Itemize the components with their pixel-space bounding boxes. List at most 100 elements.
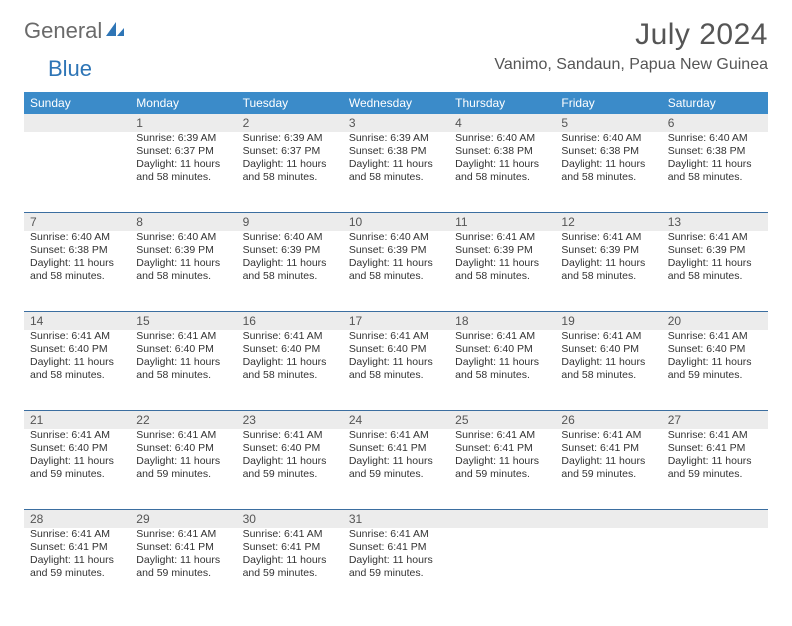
day-cell: Sunrise: 6:39 AMSunset: 6:37 PMDaylight:… bbox=[130, 132, 236, 212]
day-cell: Sunrise: 6:40 AMSunset: 6:39 PMDaylight:… bbox=[237, 231, 343, 311]
day-number: 27 bbox=[662, 411, 768, 429]
week-row: Sunrise: 6:39 AM Sunset: 6:37 PM Daylight:… bbox=[24, 132, 768, 212]
sunrise-line: Sunrise: 6:40 AM bbox=[243, 231, 337, 244]
day-cell bbox=[555, 528, 661, 608]
day-cell: Sunrise: 6:39 AMSunset: 6:37 PMDaylight:… bbox=[237, 132, 343, 212]
sunset-line: Sunset: 6:40 PM bbox=[668, 343, 762, 356]
sunrise-line: Sunrise: 6:41 AM bbox=[668, 429, 762, 442]
daylight-line: Daylight: 11 hours bbox=[455, 356, 549, 369]
sunset-line: Sunset: 6:39 PM bbox=[243, 244, 337, 257]
daylight-line: Daylight: 11 hours bbox=[668, 455, 762, 468]
day-cell: Sunrise: 6:40 AMSunset: 6:38 PMDaylight:… bbox=[662, 132, 768, 212]
day-cell: Sunrise: 6:41 AMSunset: 6:40 PMDaylight:… bbox=[343, 330, 449, 410]
sunset-line: Sunset: 6:38 PM bbox=[455, 145, 549, 158]
day-number: 8 bbox=[130, 213, 236, 231]
sunset-line: Sunset: 6:41 PM bbox=[349, 442, 443, 455]
sunrise-line: Sunrise: 6:41 AM bbox=[243, 528, 337, 541]
sunset-line: Sunset: 6:40 PM bbox=[455, 343, 549, 356]
daylight-line: and 58 minutes. bbox=[668, 270, 762, 283]
daylight-line: and 58 minutes. bbox=[561, 171, 655, 184]
day-cell: Sunrise: 6:39 AMSunset: 6:38 PMDaylight:… bbox=[343, 132, 449, 212]
daylight-line: and 58 minutes. bbox=[30, 270, 124, 283]
daylight-line: and 58 minutes. bbox=[349, 369, 443, 382]
daylight-line: and 58 minutes. bbox=[561, 369, 655, 382]
sunset-line: Sunset: 6:40 PM bbox=[349, 343, 443, 356]
daylight-line: and 58 minutes. bbox=[30, 369, 124, 382]
day-cell: Sunrise: 6:41 AMSunset: 6:40 PMDaylight:… bbox=[449, 330, 555, 410]
day-number: 21 bbox=[24, 411, 130, 429]
sunset-line: Sunset: 6:40 PM bbox=[136, 343, 230, 356]
day-cell: Sunrise: 6:41 AMSunset: 6:39 PMDaylight:… bbox=[555, 231, 661, 311]
day-cell: Sunrise: 6:40 AMSunset: 6:38 PMDaylight:… bbox=[449, 132, 555, 212]
daylight-line: Daylight: 11 hours bbox=[136, 554, 230, 567]
day-number: 15 bbox=[130, 312, 236, 330]
sunrise-line: Sunrise: 6:41 AM bbox=[668, 330, 762, 343]
daylight-line: and 59 minutes. bbox=[243, 468, 337, 481]
daylight-line: and 58 minutes. bbox=[455, 171, 549, 184]
daylight-line: and 58 minutes. bbox=[668, 171, 762, 184]
daylight-line: Daylight: 11 hours bbox=[455, 455, 549, 468]
daylight-line: and 58 minutes. bbox=[136, 270, 230, 283]
dow-mon: Monday bbox=[130, 92, 236, 114]
sunrise-line: Sunrise: 6:41 AM bbox=[668, 231, 762, 244]
sail-icon bbox=[104, 18, 126, 44]
day-number: 1 bbox=[130, 114, 236, 132]
day-number: 25 bbox=[449, 411, 555, 429]
sunrise-line: Sunrise: 6:40 AM bbox=[668, 132, 762, 145]
sunset-line: Sunset: 6:39 PM bbox=[668, 244, 762, 257]
daylight-line: and 58 minutes. bbox=[136, 369, 230, 382]
daylight-line: Daylight: 11 hours bbox=[349, 455, 443, 468]
dow-sun: Sunday bbox=[24, 92, 130, 114]
daylight-line: Daylight: 11 hours bbox=[136, 257, 230, 270]
daylight-line: Daylight: 11 hours bbox=[30, 257, 124, 270]
day-cell: Sunrise: 6:41 AMSunset: 6:40 PMDaylight:… bbox=[130, 330, 236, 410]
dow-header-row: Sunday Monday Tuesday Wednesday Thursday… bbox=[24, 92, 768, 114]
daylight-line: Daylight: 11 hours bbox=[243, 158, 337, 171]
daylight-line: Daylight: 11 hours bbox=[561, 455, 655, 468]
sunset-line: Sunset: 6:38 PM bbox=[349, 145, 443, 158]
sunrise-line: Sunrise: 6:41 AM bbox=[349, 330, 443, 343]
dow-sat: Saturday bbox=[662, 92, 768, 114]
day-number: 10 bbox=[343, 213, 449, 231]
day-number: 9 bbox=[237, 213, 343, 231]
daylight-line: and 59 minutes. bbox=[30, 468, 124, 481]
sunrise-line: Sunrise: 6:40 AM bbox=[30, 231, 124, 244]
day-cell: Sunrise: 6:41 AMSunset: 6:40 PMDaylight:… bbox=[24, 429, 130, 509]
daylight-line: and 58 minutes. bbox=[136, 171, 230, 184]
sunrise-line: Sunrise: 6:41 AM bbox=[30, 528, 124, 541]
daylight-line: and 59 minutes. bbox=[455, 468, 549, 481]
dow-tue: Tuesday bbox=[237, 92, 343, 114]
sunrise-line: Sunrise: 6:39 AM bbox=[243, 132, 337, 145]
sunset-line: Sunset: 6:41 PM bbox=[668, 442, 762, 455]
sunrise-line: Sunrise: 6:41 AM bbox=[136, 330, 230, 343]
sunrise-line: Sunrise: 6:40 AM bbox=[561, 132, 655, 145]
day-number: 24 bbox=[343, 411, 449, 429]
sunset-line: Sunset: 6:37 PM bbox=[136, 145, 230, 158]
day-number: 14 bbox=[24, 312, 130, 330]
day-number: 12 bbox=[555, 213, 661, 231]
day-number: 7 bbox=[24, 213, 130, 231]
day-number bbox=[449, 510, 555, 528]
month-title: July 2024 bbox=[494, 18, 768, 52]
daylight-line: Daylight: 11 hours bbox=[243, 257, 337, 270]
day-cell: Sunrise: 6:41 AMSunset: 6:40 PMDaylight:… bbox=[662, 330, 768, 410]
weeks-container: 123456Sunrise: 6:39 AM Sunset: 6:37 PM Day… bbox=[24, 114, 768, 608]
sunset-line: Sunset: 6:39 PM bbox=[455, 244, 549, 257]
sunset-line: Sunset: 6:39 PM bbox=[136, 244, 230, 257]
day-cell: Sunrise: 6:41 AMSunset: 6:41 PMDaylight:… bbox=[343, 429, 449, 509]
daylight-line: and 59 minutes. bbox=[561, 468, 655, 481]
day-cell: Sunrise: 6:41 AMSunset: 6:39 PMDaylight:… bbox=[662, 231, 768, 311]
daylight-line: Daylight: 11 hours bbox=[243, 554, 337, 567]
day-cell: Sunrise: 6:41 AMSunset: 6:41 PMDaylight:… bbox=[237, 528, 343, 608]
day-number: 26 bbox=[555, 411, 661, 429]
day-number: 6 bbox=[662, 114, 768, 132]
sunrise-line: Sunrise: 6:41 AM bbox=[30, 429, 124, 442]
day-cell: Sunrise: 6:40 AMSunset: 6:38 PMDaylight:… bbox=[24, 231, 130, 311]
week-row: Sunrise: 6:40 AMSunset: 6:38 PMDaylight:… bbox=[24, 231, 768, 311]
sunset-line: Sunset: 6:38 PM bbox=[30, 244, 124, 257]
day-number: 2 bbox=[237, 114, 343, 132]
daynum-row: 123456 bbox=[24, 114, 768, 132]
sunset-line: Sunset: 6:41 PM bbox=[136, 541, 230, 554]
daylight-line: and 58 minutes. bbox=[349, 171, 443, 184]
day-number: 19 bbox=[555, 312, 661, 330]
